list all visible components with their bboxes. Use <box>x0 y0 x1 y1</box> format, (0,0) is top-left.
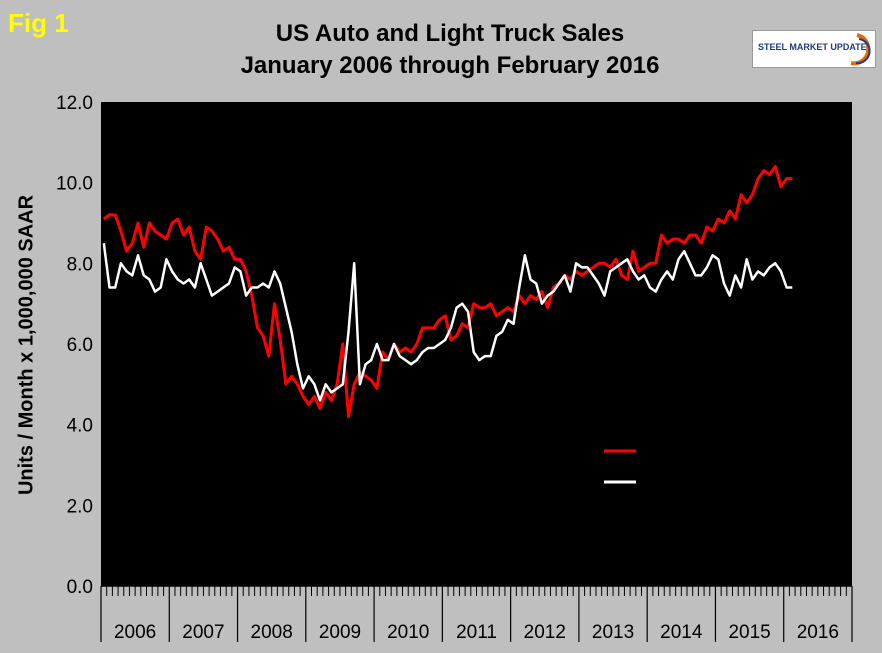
y-axis-tick-labels: 0.0 2.0 4.0 6.0 8.0 10.0 12.0 <box>56 93 93 598</box>
plot-area <box>101 102 852 586</box>
logo-swoosh-icon <box>850 33 871 66</box>
x-year-label: 2006 <box>114 622 156 643</box>
autos-line <box>102 243 793 402</box>
series-layer <box>102 165 793 419</box>
chart-title: US Auto and Light Truck Sales January 20… <box>170 18 730 82</box>
y-tick-label: 8.0 <box>67 254 93 275</box>
legend-label: Autos <box>645 473 694 494</box>
x-year-label: 2007 <box>182 622 224 643</box>
figure-label: Fig 1 <box>8 8 69 38</box>
x-year-label: 2015 <box>728 622 770 643</box>
chart-title-line-2: January 2006 through February 2016 <box>240 52 660 79</box>
x-year-label: 2016 <box>797 622 839 643</box>
y-tick-label: 4.0 <box>67 416 93 437</box>
y-tick-label: 2.0 <box>67 496 93 517</box>
chart-title-line-1: US Auto and Light Truck Sales <box>275 20 625 47</box>
x-year-label: 2014 <box>660 622 703 643</box>
steel-market-update-logo: STEEL MARKET UPDATE <box>752 30 876 68</box>
x-year-label: 2011 <box>456 622 497 643</box>
y-tick-label: 0.0 <box>67 577 93 598</box>
logo-text: STEEL MARKET UPDATE <box>758 42 867 52</box>
light-trucks-line <box>102 165 793 419</box>
x-year-label: 2012 <box>524 622 566 643</box>
x-year-label: 2009 <box>319 622 361 643</box>
y-tick-label: 12.0 <box>56 93 93 114</box>
x-year-label: 2013 <box>592 622 634 643</box>
x-year-label: 2010 <box>387 622 429 643</box>
x-axis: 2006 2007 2008 2009 2010 2011 2012 2013 2014 2015… <box>100 585 853 643</box>
legend-box <box>596 434 764 498</box>
x-year-label: 2008 <box>251 622 293 643</box>
legend-label: Light Trucks <box>645 442 747 463</box>
y-tick-label: 10.0 <box>56 174 93 195</box>
y-tick-label: 6.0 <box>67 335 93 356</box>
legend: Light Trucks Autos <box>596 434 764 498</box>
